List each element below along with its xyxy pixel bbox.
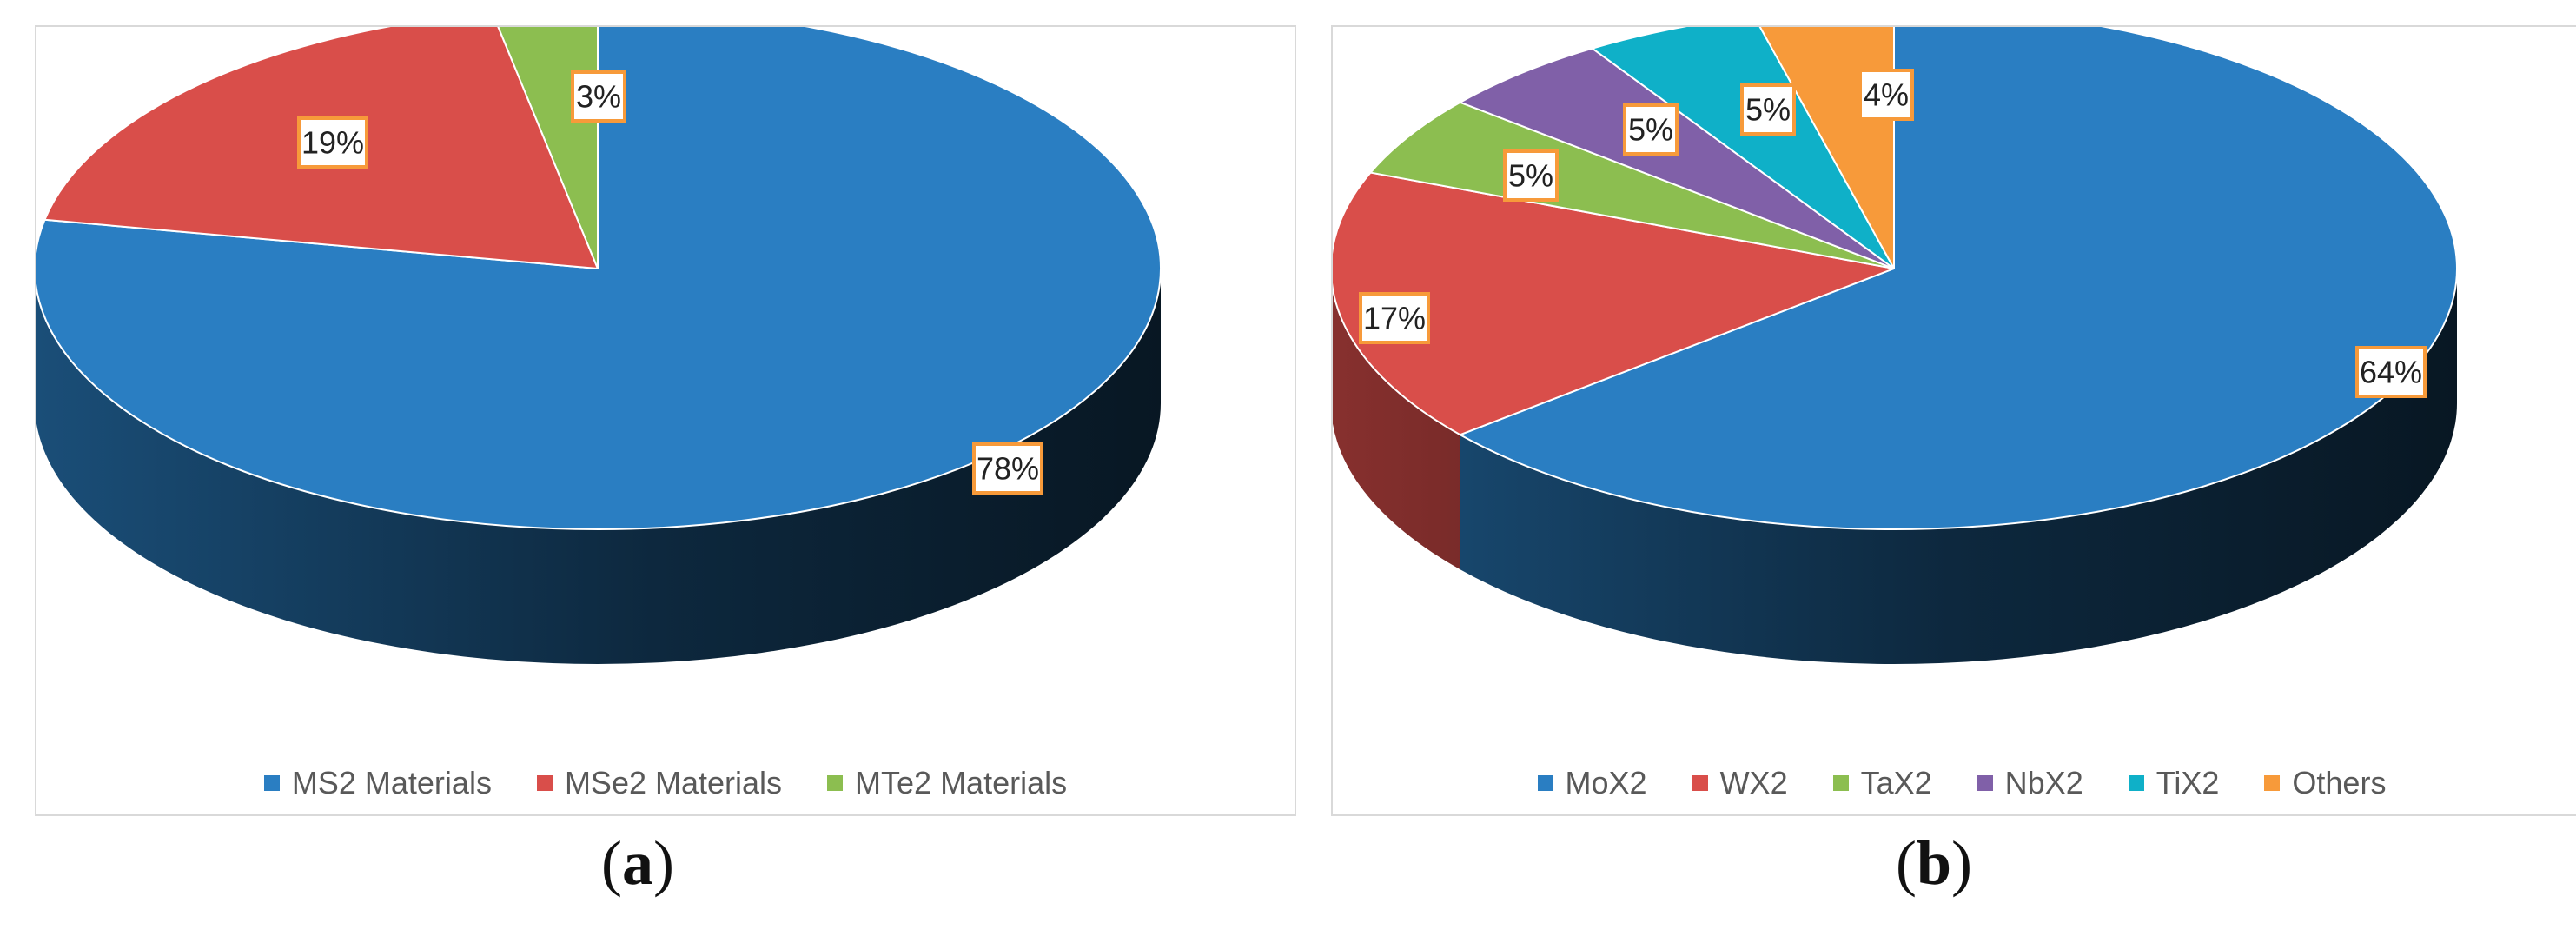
svg-text:4%: 4%: [1864, 77, 1909, 113]
data-label-tax2: 5%: [1503, 149, 1559, 202]
pie-slice-wx2: [1333, 171, 1895, 436]
legend-item-others: Others: [2264, 765, 2386, 801]
legend-a: MS2 Materials MSe2 Materials MTe2 Material…: [36, 757, 1295, 809]
svg-text:5%: 5%: [1745, 92, 1791, 128]
legend-label: MTe2 Materials: [855, 765, 1068, 800]
svg-text:5%: 5%: [1628, 112, 1673, 148]
svg-text:64%: 64%: [2360, 355, 2422, 390]
pie-slice-tax2: [1369, 101, 1895, 269]
legend-swatch: [1977, 775, 1993, 791]
caption-b: (b): [1895, 828, 1972, 898]
legend-label: MS2 Materials: [291, 765, 492, 800]
svg-text:78%: 78%: [977, 451, 1039, 487]
legend-item-wx2: WX2: [1692, 765, 1788, 801]
legend-label: Others: [2292, 765, 2387, 800]
data-label-tix2: 5%: [1740, 83, 1796, 136]
data-label-mse2-materials: 19%: [297, 116, 368, 169]
chart-panel-a: 78% 19% 3% MS2 Materials MSe2 Materials MTe2…: [35, 25, 1296, 816]
legend-label: WX2: [1719, 765, 1788, 800]
caption-a: (a): [601, 828, 674, 898]
svg-text:19%: 19%: [301, 125, 364, 161]
svg-text:3%: 3%: [576, 79, 621, 115]
svg-text:17%: 17%: [1363, 301, 1426, 336]
legend-label: TiX2: [2155, 765, 2220, 800]
data-labels: 78% 19% 3%: [297, 70, 1043, 495]
legend-item-ms2-materials: MS2 Materials: [263, 765, 492, 801]
legend-swatch: [2264, 775, 2281, 791]
legend-swatch: [1692, 775, 1708, 791]
pie-side-mox2: [1460, 269, 2457, 664]
legend-item-tax2: TaX2: [1832, 765, 1932, 801]
legend-label: TaX2: [1860, 765, 1932, 800]
legend-swatch: [827, 775, 844, 791]
data-label-ms2-materials: 78%: [972, 442, 1043, 495]
legend-item-mte2-materials: MTe2 Materials: [827, 765, 1067, 801]
legend-item-tix2: TiX2: [2128, 765, 2220, 801]
pie-slice-tix2: [1591, 27, 1895, 269]
legend-swatch: [2128, 775, 2144, 791]
legend-swatch: [536, 775, 553, 791]
legend-label: MSe2 Materials: [564, 765, 783, 800]
svg-text:5%: 5%: [1508, 158, 1553, 194]
data-label-mox2: 64%: [2355, 346, 2427, 398]
legend-b: MoX2 WX2 TaX2 NbX2 TiX2 Others: [1333, 757, 2576, 809]
pie-chart-a: 78% 19% 3%: [36, 27, 1162, 664]
pie-chart-b: 64% 17% 5% 5% 5% 4%: [1333, 27, 2458, 664]
pie-side-wx2: [1333, 289, 1460, 570]
legend-swatch: [263, 775, 280, 791]
data-label-wx2: 17%: [1359, 292, 1430, 344]
pie-side-ms2-materials: [36, 269, 1161, 664]
pie-side-walls: [36, 269, 1161, 664]
data-label-nbx2: 5%: [1623, 103, 1679, 156]
pie-slice-nbx2: [1459, 47, 1895, 269]
data-label-others: 4%: [1858, 69, 1914, 121]
legend-label: NbX2: [2004, 765, 2083, 800]
data-label-mte2-materials: 3%: [571, 70, 626, 123]
legend-item-mse2-materials: MSe2 Materials: [536, 765, 783, 801]
legend-label: MoX2: [1565, 765, 1647, 800]
legend-item-nbx2: NbX2: [1977, 765, 2083, 801]
pie-slice-ms2-materials: [36, 27, 1162, 530]
legend-swatch: [1832, 775, 1849, 791]
pie-side-walls: [1333, 269, 2457, 664]
data-labels: 64% 17% 5% 5% 5% 4%: [1359, 69, 2427, 398]
legend-item-mox2: MoX2: [1537, 765, 1647, 801]
chart-panel-b: 64% 17% 5% 5% 5% 4% MoX2 WX2 TaX2 NbX2 TiX2 Others: [1331, 25, 2576, 816]
legend-swatch: [1537, 775, 1553, 791]
